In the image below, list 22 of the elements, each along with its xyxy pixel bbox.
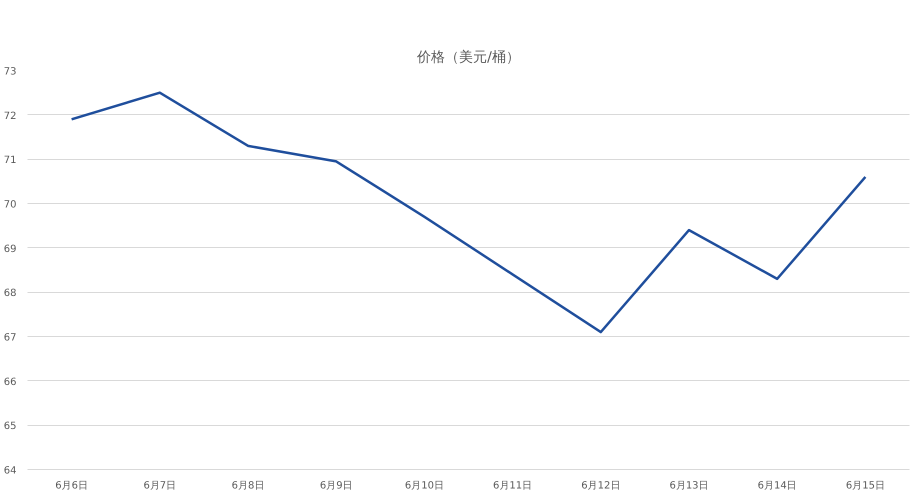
y-tick-label: 73 bbox=[4, 66, 17, 78]
x-tick-label: 6月14日 bbox=[758, 480, 797, 492]
x-tick-label: 6月6日 bbox=[55, 480, 88, 492]
y-tick-label: 64 bbox=[4, 466, 17, 476]
y-tick-label: 69 bbox=[4, 244, 17, 255]
y-tick-label: 70 bbox=[4, 200, 17, 210]
x-tick-label: 6月9日 bbox=[320, 480, 353, 492]
y-tick-label: 71 bbox=[4, 155, 17, 166]
y-tick-label: 68 bbox=[4, 288, 17, 300]
y-tick-label: 67 bbox=[4, 332, 17, 344]
x-tick-label: 6月10日 bbox=[404, 480, 444, 492]
y-tick-label: 66 bbox=[4, 376, 17, 388]
x-tick-label: 6月7日 bbox=[143, 480, 176, 492]
y-tick-label: 65 bbox=[4, 421, 17, 432]
chart-title: 价格（美元/桶） bbox=[416, 50, 520, 66]
x-tick-label: 6月13日 bbox=[669, 480, 709, 492]
x-tick-label: 6月15日 bbox=[846, 480, 885, 492]
x-tick-label: 6月12日 bbox=[581, 480, 620, 492]
y-tick-label: 72 bbox=[4, 110, 17, 122]
x-tick-label: 6月8日 bbox=[232, 480, 264, 492]
x-tick-label: 6月11日 bbox=[493, 480, 532, 492]
line-series bbox=[70, 91, 867, 334]
